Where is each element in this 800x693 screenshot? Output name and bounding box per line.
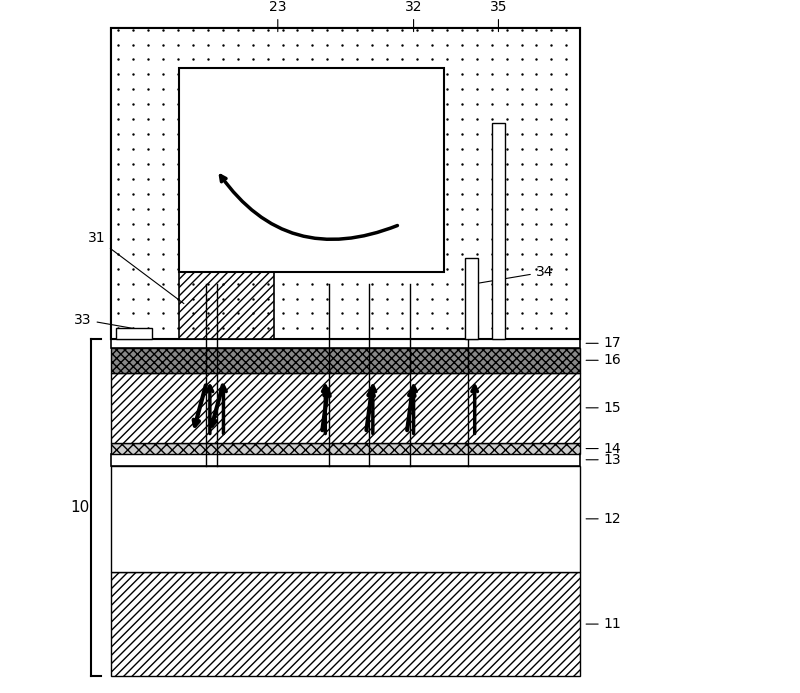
Text: 34: 34 bbox=[470, 265, 554, 284]
Bar bbox=[111, 348, 580, 373]
Text: 10: 10 bbox=[70, 500, 89, 515]
Text: 31: 31 bbox=[88, 231, 184, 304]
Bar bbox=[492, 123, 506, 339]
Bar bbox=[465, 258, 478, 339]
Text: 11: 11 bbox=[586, 617, 622, 631]
Bar bbox=[111, 572, 580, 676]
Bar bbox=[111, 443, 580, 454]
Bar bbox=[116, 328, 152, 339]
Bar bbox=[111, 28, 580, 339]
Bar bbox=[111, 454, 580, 466]
Bar bbox=[111, 466, 580, 572]
Text: 15: 15 bbox=[586, 401, 622, 415]
Text: 33: 33 bbox=[74, 313, 150, 331]
Text: 12: 12 bbox=[586, 512, 622, 526]
Text: 17: 17 bbox=[586, 336, 622, 351]
Text: 23: 23 bbox=[269, 0, 286, 32]
Bar bbox=[111, 373, 580, 443]
Bar bbox=[465, 325, 478, 339]
Text: 16: 16 bbox=[586, 353, 622, 367]
Text: 13: 13 bbox=[586, 453, 622, 467]
Bar bbox=[179, 69, 444, 272]
Text: 32: 32 bbox=[405, 0, 422, 32]
Bar bbox=[111, 339, 580, 348]
Text: 35: 35 bbox=[490, 0, 507, 32]
Bar bbox=[179, 272, 274, 339]
Text: 14: 14 bbox=[586, 441, 622, 455]
Bar bbox=[111, 28, 580, 339]
